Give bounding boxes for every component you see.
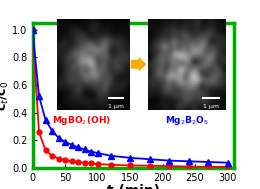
Text: Mg$_2$B$_2$O$_5$: Mg$_2$B$_2$O$_5$: [165, 114, 209, 127]
Text: 1 μm: 1 μm: [203, 104, 219, 109]
Y-axis label: c$_{t}$/c$_{0}$: c$_{t}$/c$_{0}$: [0, 80, 11, 111]
Text: MgBO$_2$(OH): MgBO$_2$(OH): [53, 114, 111, 127]
Text: 1 μm: 1 μm: [108, 104, 124, 109]
X-axis label: t (min): t (min): [107, 184, 160, 189]
